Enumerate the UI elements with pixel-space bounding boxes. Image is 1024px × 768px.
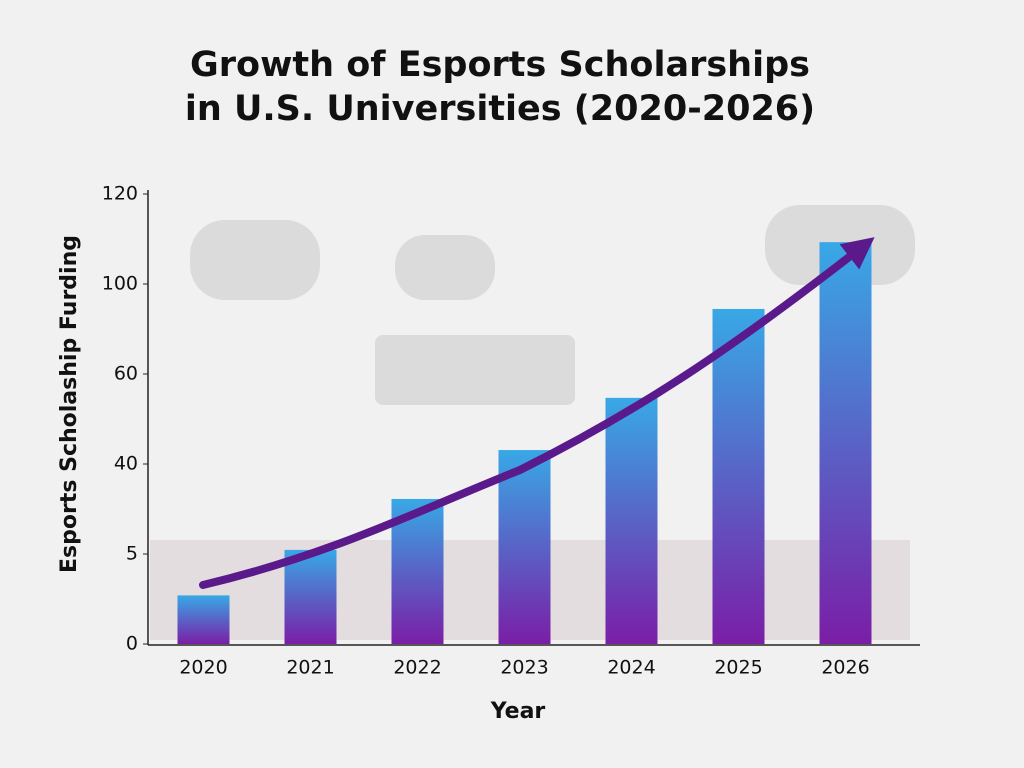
- x-tick-label: 2024: [607, 657, 655, 679]
- x-axis-title: Year: [490, 699, 546, 724]
- x-tick-label: 2020: [179, 657, 227, 679]
- y-tick-label: 100: [102, 273, 138, 295]
- bar: [284, 549, 337, 644]
- y-tick-label: 0: [126, 633, 138, 655]
- bars: [177, 242, 872, 644]
- chart-title: in U.S. Universities (2020-2026): [185, 89, 815, 129]
- bar: [177, 595, 230, 644]
- trend-arrow: [199, 237, 875, 589]
- chart-title: Growth of Esports Scholarships: [190, 45, 810, 85]
- y-axis-title: Esports Scholaship Furding: [57, 235, 82, 573]
- x-tick-label: 2023: [500, 657, 548, 679]
- x-tick-label: 2021: [286, 657, 334, 679]
- y-tick-label: 40: [114, 453, 138, 475]
- x-tick-label: 2026: [821, 657, 869, 679]
- bar: [819, 242, 872, 644]
- y-tick-label: 5: [126, 543, 138, 565]
- y-tick-label: 120: [102, 183, 138, 205]
- bar: [712, 308, 765, 644]
- y-tick-label: 60: [114, 363, 138, 385]
- bar: [605, 397, 658, 644]
- x-tick-label: 2025: [714, 657, 762, 679]
- x-tick-label: 2022: [393, 657, 441, 679]
- bar: [498, 450, 551, 644]
